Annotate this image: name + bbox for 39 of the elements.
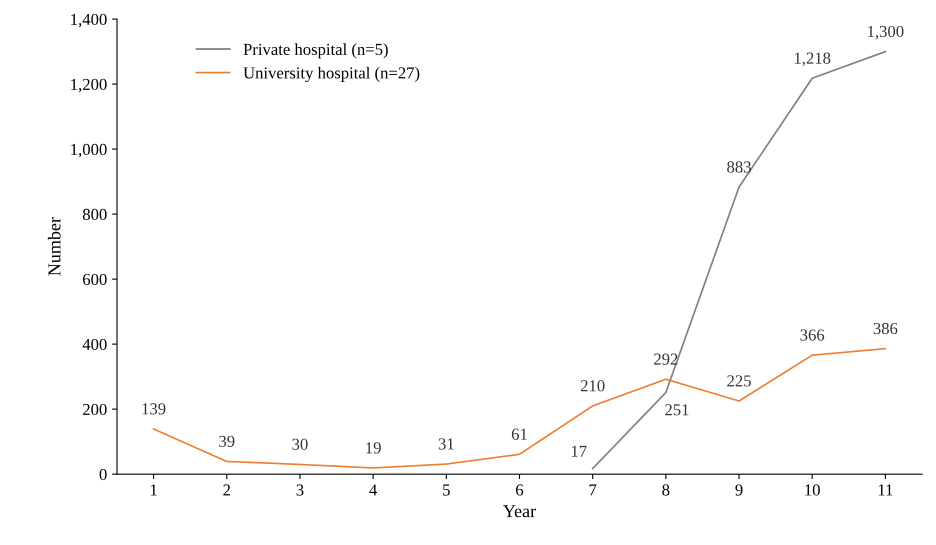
y-tick-label: 800 [82,208,107,220]
legend-label: University hospital (n=27) [243,66,420,82]
data-label: 225 [727,375,751,387]
y-tick-label: 1,000 [71,144,107,158]
data-label: 31 [438,438,454,450]
x-axis-title: Year [503,505,536,518]
y-tick-label: 0 [100,468,107,480]
data-label: 366 [800,329,824,341]
data-label: 1,300 [868,26,904,40]
y-tick-label: 400 [82,338,107,350]
y-axis-title: Number [48,217,61,276]
x-tick-label: 3 [296,484,304,496]
data-label: 292 [654,354,678,365]
x-tick-label: 5 [443,484,450,496]
y-tick-label: 1,200 [71,78,107,92]
data-label: 883 [727,161,751,173]
data-label: 39 [219,436,234,447]
data-label: 30 [292,438,308,450]
x-tick-label: 8 [662,484,670,496]
data-label: 1,218 [794,52,830,66]
x-tick-label: 11 [878,484,892,496]
y-tick-label: 1,400 [71,14,107,28]
x-tick-label: 10 [805,484,820,496]
x-tick-label: 2 [223,484,230,496]
data-label: 17 [572,446,587,457]
x-tick-label: 7 [590,484,596,496]
data-label: 251 [665,404,688,416]
y-tick-label: 600 [82,274,107,286]
data-label: 210 [580,380,605,392]
x-tick-label: 6 [516,484,524,496]
legend-label: Private hospital (n=5) [244,43,388,58]
y-tick-label: 200 [83,404,107,416]
x-tick-label: 4 [369,484,378,496]
data-label: 19 [366,442,381,454]
x-tick-label: 9 [735,484,742,496]
data-label: 386 [874,322,898,334]
x-tick-label: 1 [150,484,157,496]
data-label: 61 [512,428,527,440]
data-label: 139 [142,403,166,414]
